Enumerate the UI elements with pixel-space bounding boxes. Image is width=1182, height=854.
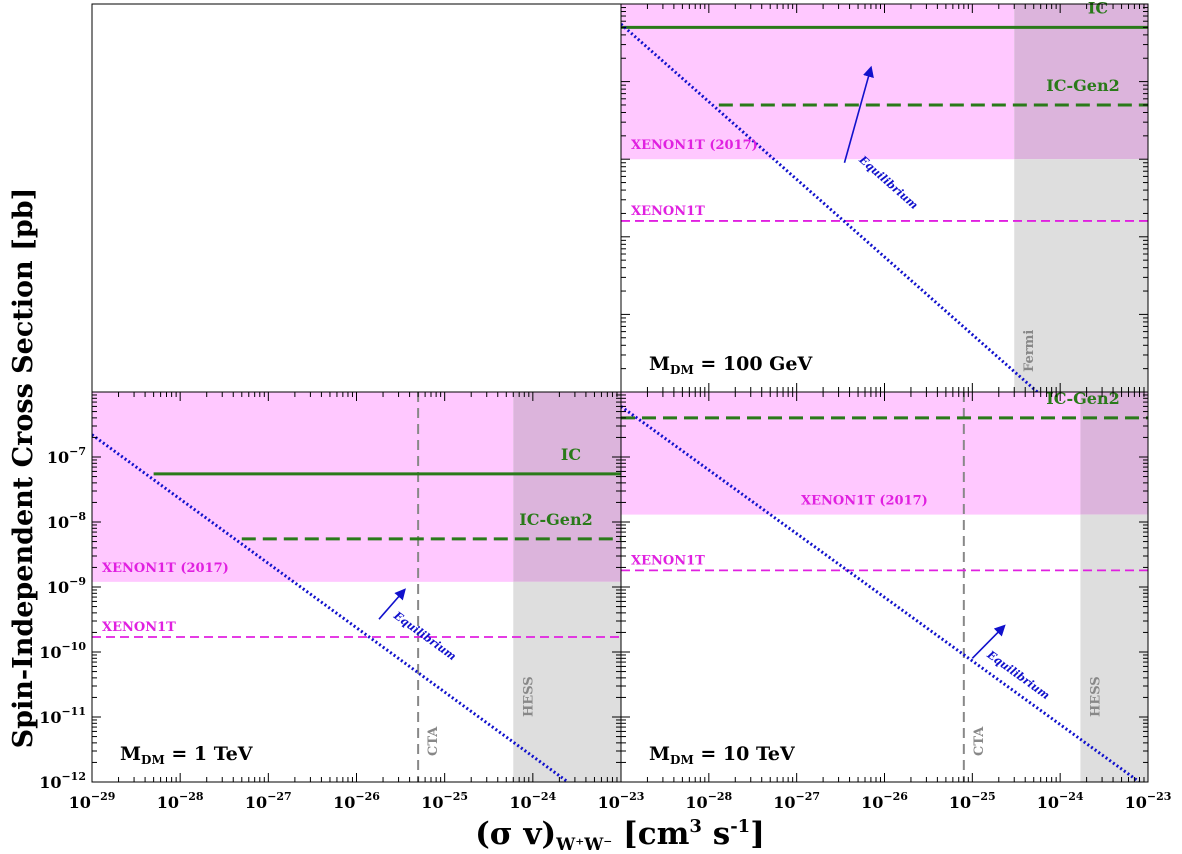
x-tick-label: 10−25 [421,790,468,812]
x-axis-title-main: (σ v) [475,816,556,852]
x-axis-title-unit-middle: s [702,816,730,852]
panel-plot-area [92,392,621,782]
region-xenon1t-2017 [92,392,514,582]
x-axis-title-unit-prefix: [cm [612,816,689,852]
y-tick-label: 10−9 [47,575,86,597]
x-tick-label: 10−24 [509,790,556,812]
x-axis-title-unit-suffix: ] [750,816,765,852]
region-label-xenon1t-2017: XENON1T (2017) [102,561,229,576]
mass-label: MDM = 10 TeV [649,743,796,767]
x-tick-label: 10−27 [773,790,820,812]
x-axis-title: (σ v)W⁺W⁻ [cm3 s-1] [475,816,765,854]
y-tick-label: 10−11 [39,705,86,727]
equilibrium-label: Equilibrium [856,153,921,212]
panel-frame-top-left [91,3,622,393]
panel-plot-area [621,4,1148,392]
x-tick-label: 10−26 [861,790,908,812]
x-tick-label: 10−23 [1125,790,1172,812]
equilibrium-line [621,405,1141,782]
region-hess [513,581,621,782]
x-tick-label: 10−23 [598,790,645,812]
region-label-fermi: Fermi [1022,330,1037,372]
region-overlap [513,392,621,582]
x-tick-label: 10−29 [69,790,116,812]
region-fermi [1014,159,1148,392]
hline-label-ic: IC [561,445,581,464]
y-tick-label: 10−7 [47,445,86,467]
hline-label-ic-gen2: IC-Gen2 [519,510,592,529]
mass-label: MDM = 1 TeV [120,743,254,767]
x-tick-label: 10−28 [685,790,732,812]
hline-label-ic-gen2: IC-Gen2 [1046,76,1119,95]
hline-label-xenon1t: XENON1T [102,620,176,635]
x-tick-label: 10−24 [1037,790,1084,812]
y-axis-title: Spin-Independent Cross Section [pb] [8,188,39,749]
x-axis-title-subscript: W⁺W⁻ [555,835,612,854]
vline-label-cta: CTA [972,726,987,756]
vline-label-cta: CTA [426,726,441,756]
panels-group: IC IC-Gen2 XENON1T XENON1T (2017) Fermi Equil… [39,0,1171,812]
y-tick-label: 10−8 [47,510,86,532]
mass-label: MDM = 100 GeV [649,353,813,377]
region-label-xenon1t-2017: XENON1T (2017) [631,138,758,153]
equilibrium-arrow [378,588,406,620]
hline-label-ic: IC [1088,0,1108,17]
x-axis-title-unit-sup1: 3 [689,816,702,837]
region-label-hess: HESS [1088,676,1103,717]
y-tick-label: 10−12 [39,770,86,792]
hline-label-xenon1t: XENON1T [631,204,705,219]
region-overlap [1014,4,1148,160]
x-tick-label: 10−26 [333,790,380,812]
region-label-hess: HESS [521,676,536,717]
x-axis-title-unit-sup2: -1 [730,816,750,837]
region-xenon1t-2017 [621,392,1081,515]
equilibrium-line [92,433,569,782]
equilibrium-arrow [971,624,1006,659]
equilibrium-line [621,23,1040,392]
hline-label-ic-gen2: IC-Gen2 [1046,389,1119,408]
x-tick-label: 10−27 [245,790,292,812]
region-label-xenon1t-2017: XENON1T (2017) [801,494,928,509]
equilibrium-label: Equilibrium [390,608,458,663]
hline-label-xenon1t: XENON1T [631,553,705,568]
equilibrium-arrow [843,65,874,163]
y-tick-label: 10−10 [39,640,86,662]
x-tick-label: 10−28 [157,790,204,812]
panel-plot-area [621,392,1148,782]
region-overlap [1080,392,1148,515]
region-hess [1080,514,1148,782]
panel-bottom-left: CTA IC IC-Gen2 XENON1T XENON1T (2017) HESS Equ… [39,391,645,812]
x-tick-label: 10−25 [949,790,996,812]
